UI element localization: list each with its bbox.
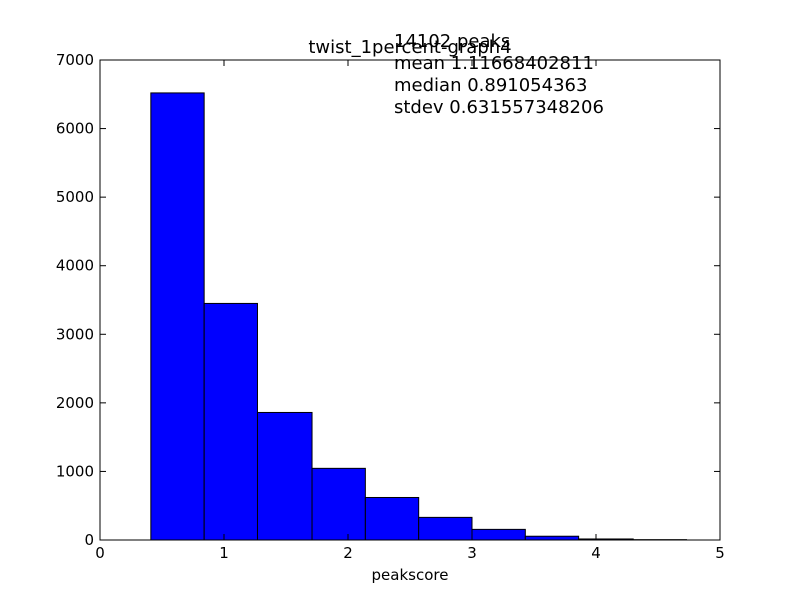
y-tick-label: 0 — [84, 531, 94, 549]
x-axis-title: peakscore — [372, 566, 449, 584]
x-tick-label: 1 — [219, 544, 229, 562]
chart-title: twist_1percent-graph4 — [308, 37, 511, 58]
stats-line: median 0.891054363 — [394, 75, 587, 96]
plot-frame — [99, 59, 721, 541]
y-tick-label: 4000 — [56, 257, 94, 275]
y-tick-label: 3000 — [56, 325, 94, 343]
stats-line: 14102 peaks — [394, 31, 510, 52]
histogram-bar — [256, 411, 313, 541]
bars-group — [150, 92, 688, 541]
histogram-bar — [524, 535, 580, 541]
stats-line: stdev 0.631557348206 — [394, 97, 604, 118]
y-axis-ticks: 0 1000 2000 3000 4000 5000 6000 7000 — [56, 51, 720, 549]
y-tick-label: 1000 — [56, 462, 94, 480]
x-tick-label: 0 — [95, 544, 105, 562]
x-tick-label: 2 — [343, 544, 353, 562]
y-tick-label: 5000 — [56, 188, 94, 206]
y-tick-label: 7000 — [56, 51, 94, 69]
histogram-bar — [311, 467, 366, 541]
histogram-bar — [418, 516, 473, 541]
y-tick-label: 6000 — [56, 120, 94, 138]
x-tick-label: 3 — [467, 544, 477, 562]
x-axis-ticks: 0 1 2 3 4 5 — [95, 60, 725, 562]
histogram-bar — [471, 528, 526, 541]
y-tick-label: 2000 — [56, 394, 94, 412]
histogram-bar — [203, 302, 258, 541]
histogram-bar — [150, 92, 205, 541]
stats-line: mean 1.11668402811 — [394, 53, 594, 74]
x-tick-label: 4 — [591, 544, 601, 562]
histogram-bar — [364, 496, 420, 541]
x-tick-label: 5 — [715, 544, 725, 562]
